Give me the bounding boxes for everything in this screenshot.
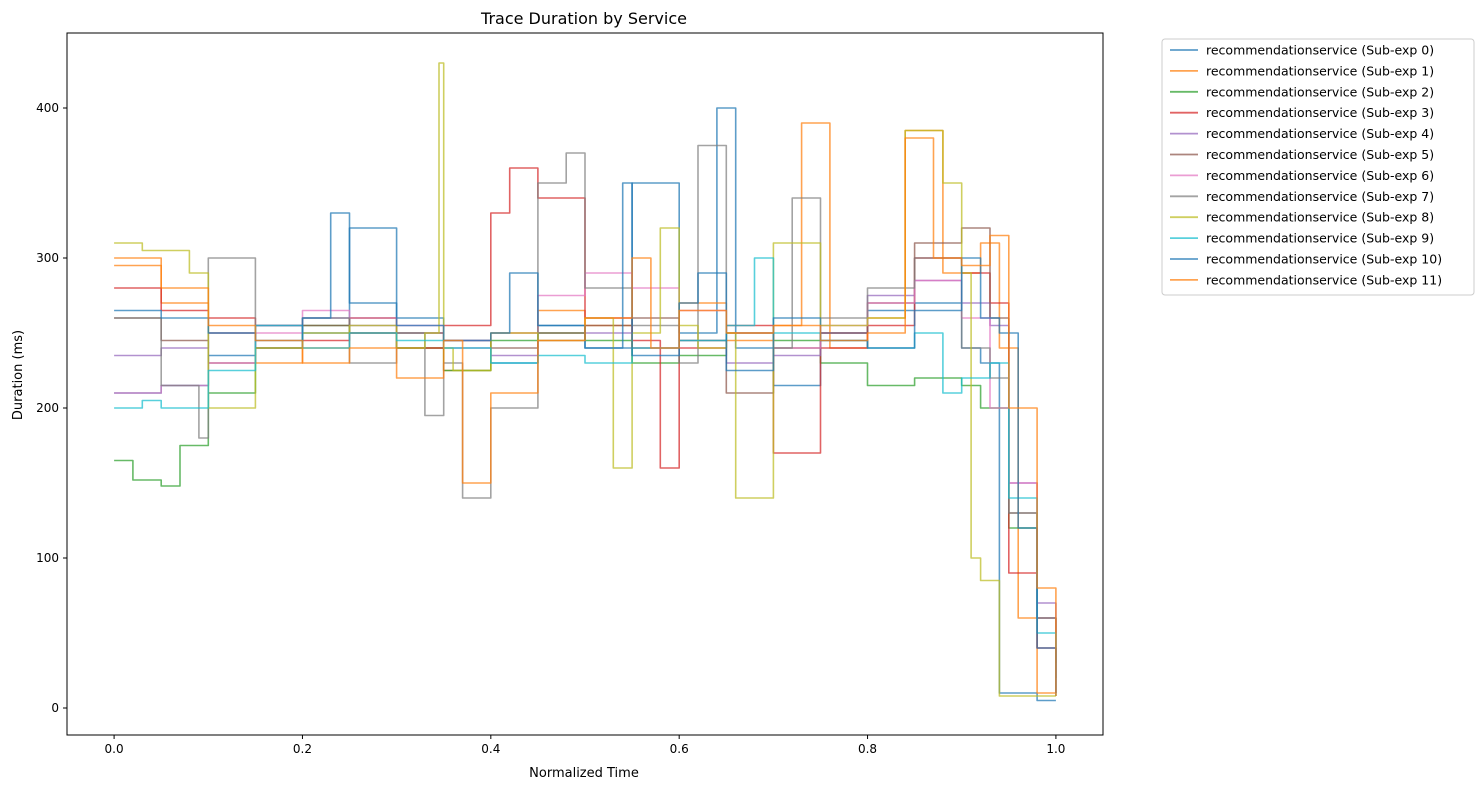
legend-label: recommendationservice (Sub-exp 10) — [1206, 252, 1442, 267]
y-tick-label: 300 — [36, 251, 59, 265]
y-tick-label: 0 — [51, 701, 59, 715]
x-tick-label: 0.6 — [670, 742, 689, 756]
legend-label: recommendationservice (Sub-exp 4) — [1206, 126, 1434, 141]
series-line-11 — [114, 137, 1057, 696]
y-tick-label: 200 — [36, 401, 59, 415]
legend-label: recommendationservice (Sub-exp 8) — [1206, 210, 1434, 225]
y-axis: 0 100 200 300 400 — [36, 101, 67, 715]
x-tick-label: 1.0 — [1046, 742, 1065, 756]
y-tick-label: 100 — [36, 551, 59, 565]
legend-label: recommendationservice (Sub-exp 1) — [1206, 63, 1434, 78]
plot-frame — [66, 32, 1104, 736]
x-tick-label: 0.8 — [858, 742, 877, 756]
series-layer — [114, 62, 1057, 702]
legend-label: recommendationservice (Sub-exp 5) — [1206, 147, 1434, 162]
chart-title: Trace Duration by Service — [480, 9, 687, 28]
legend-label: recommendationservice (Sub-exp 3) — [1206, 105, 1434, 120]
legend-label: recommendationservice (Sub-exp 6) — [1206, 168, 1434, 183]
series-line-10 — [114, 182, 1057, 693]
legend-box — [1161, 38, 1475, 296]
y-tick-label: 400 — [36, 101, 59, 115]
y-axis-label: Duration (ms) — [11, 330, 26, 420]
legend-label: recommendationservice (Sub-exp 0) — [1206, 43, 1434, 58]
x-axis-label: Normalized Time — [529, 766, 639, 781]
x-axis: 0.0 0.2 0.4 0.6 0.8 1.0 — [105, 735, 1065, 756]
legend: recommendationservice (Sub-exp 0) recomme… — [1161, 38, 1475, 296]
legend-label: recommendationservice (Sub-exp 7) — [1206, 189, 1434, 204]
x-tick-label: 0.0 — [105, 742, 124, 756]
legend-label: recommendationservice (Sub-exp 11) — [1206, 272, 1442, 287]
legend-label: recommendationservice (Sub-exp 2) — [1206, 84, 1434, 99]
x-tick-label: 0.2 — [293, 742, 312, 756]
x-tick-label: 0.4 — [481, 742, 500, 756]
legend-label: recommendationservice (Sub-exp 9) — [1206, 231, 1434, 246]
